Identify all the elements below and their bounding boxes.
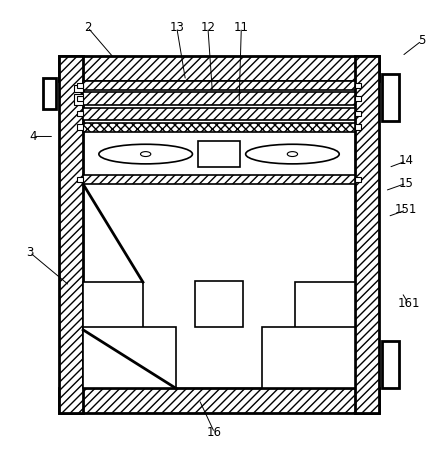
Bar [77, 111, 83, 116]
Text: 161: 161 [397, 297, 420, 310]
Bar [355, 56, 380, 413]
Bar [77, 124, 83, 130]
Ellipse shape [246, 144, 339, 164]
Bar [83, 81, 355, 90]
Bar [355, 177, 361, 182]
Bar [198, 141, 240, 167]
Bar [83, 92, 355, 105]
Bar [355, 96, 361, 101]
Bar [355, 124, 361, 130]
Text: 2: 2 [84, 21, 91, 34]
Text: 13: 13 [169, 21, 184, 34]
Text: 5: 5 [418, 34, 426, 47]
Bar [74, 85, 83, 92]
Text: 16: 16 [207, 426, 222, 439]
Bar [355, 111, 361, 116]
Text: 3: 3 [26, 246, 34, 259]
Text: 4: 4 [29, 130, 37, 143]
Bar [83, 107, 355, 120]
Bar [382, 341, 399, 388]
Bar [83, 123, 355, 132]
Bar [195, 281, 243, 327]
Text: 12: 12 [200, 21, 215, 34]
Text: 15: 15 [399, 177, 413, 190]
Bar [59, 56, 380, 81]
Bar [83, 282, 143, 388]
Bar [77, 83, 83, 88]
Bar [355, 83, 361, 88]
Bar [59, 388, 380, 413]
Bar [83, 175, 355, 184]
Text: 14: 14 [399, 154, 414, 167]
Text: 151: 151 [395, 204, 417, 217]
Bar [59, 56, 83, 413]
Bar [77, 96, 83, 101]
Ellipse shape [140, 151, 151, 157]
Bar [262, 327, 355, 388]
Bar [74, 94, 83, 105]
Ellipse shape [99, 144, 193, 164]
Bar [295, 282, 355, 388]
Bar [43, 78, 56, 109]
Bar [83, 327, 176, 388]
Bar [382, 74, 399, 121]
Ellipse shape [287, 151, 298, 157]
Text: 11: 11 [234, 21, 249, 34]
Bar [77, 177, 83, 182]
